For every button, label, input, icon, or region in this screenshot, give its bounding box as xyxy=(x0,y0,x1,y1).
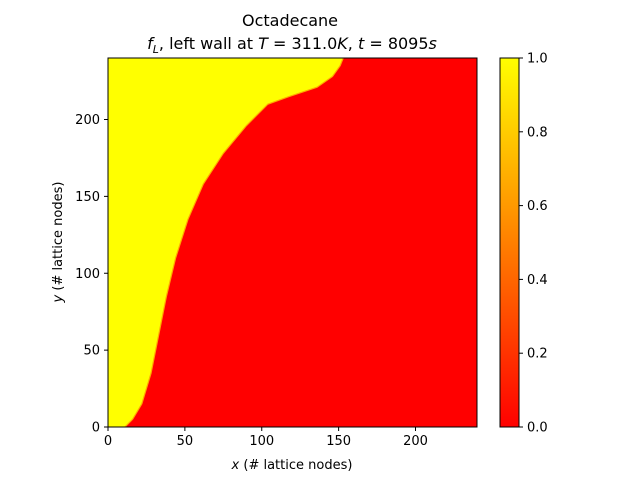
plot-area xyxy=(107,57,478,428)
title-f-subscript: L xyxy=(153,43,159,56)
x-tick-label: 200 xyxy=(403,434,428,449)
plot-frame xyxy=(107,57,478,428)
colorbar-tick-label: 0.6 xyxy=(527,199,548,214)
y-tick-label: 200 xyxy=(75,113,100,128)
y-tick-label: 150 xyxy=(75,190,100,205)
y-tick-label: 0 xyxy=(92,421,100,436)
title-K-unit: K xyxy=(337,34,349,53)
title-t-value: = 8095 xyxy=(364,34,428,53)
colorbar-ticks: 0.0 0.2 0.4 0.6 0.8 1.0 xyxy=(519,52,548,436)
x-axis-label: x (# lattice nodes) xyxy=(231,458,353,473)
colorbar: 0.0 0.2 0.4 0.6 0.8 1.0 xyxy=(499,52,548,436)
title-mid: , left wall at xyxy=(159,34,258,53)
x-axis-rest: (# lattice nodes) xyxy=(239,458,352,473)
x-tick-label: 50 xyxy=(177,434,194,449)
x-tick-label: 0 xyxy=(104,434,112,449)
colorbar-gradient xyxy=(499,57,520,428)
title-T-value: = 311.0 xyxy=(268,34,337,53)
y-tick-label: 50 xyxy=(83,344,100,359)
title-t-symbol: t xyxy=(358,34,365,53)
colorbar-tick-label: 0.2 xyxy=(527,347,548,362)
y-axis-var: y xyxy=(51,294,66,303)
x-axis-ticks: 0 50 100 150 200 xyxy=(104,427,428,449)
chart-subtitle: fL, left wall at T = 311.0K, t = 8095s xyxy=(147,34,437,56)
title-T-symbol: T xyxy=(258,34,269,53)
x-tick-label: 100 xyxy=(249,434,274,449)
melt-front-line xyxy=(124,57,344,428)
y-axis-rest: (# lattice nodes) xyxy=(51,182,66,295)
x-axis-var: x xyxy=(231,458,240,473)
x-tick-label: 150 xyxy=(326,434,351,449)
colorbar-tick-label: 0.0 xyxy=(527,421,548,436)
chart-title: Octadecane xyxy=(242,11,338,30)
y-tick-label: 100 xyxy=(75,267,100,282)
title-f-symbol: f xyxy=(147,34,155,53)
liquid-region xyxy=(108,58,344,427)
colorbar-tick-label: 0.4 xyxy=(527,273,548,288)
y-axis-ticks: 0 50 100 150 200 xyxy=(75,113,108,436)
y-axis-label: y (# lattice nodes) xyxy=(51,182,66,304)
title-comma: , xyxy=(348,34,358,53)
title-s-unit: s xyxy=(429,34,437,53)
colorbar-tick-label: 1.0 xyxy=(527,52,548,67)
colorbar-tick-label: 0.8 xyxy=(527,125,548,140)
